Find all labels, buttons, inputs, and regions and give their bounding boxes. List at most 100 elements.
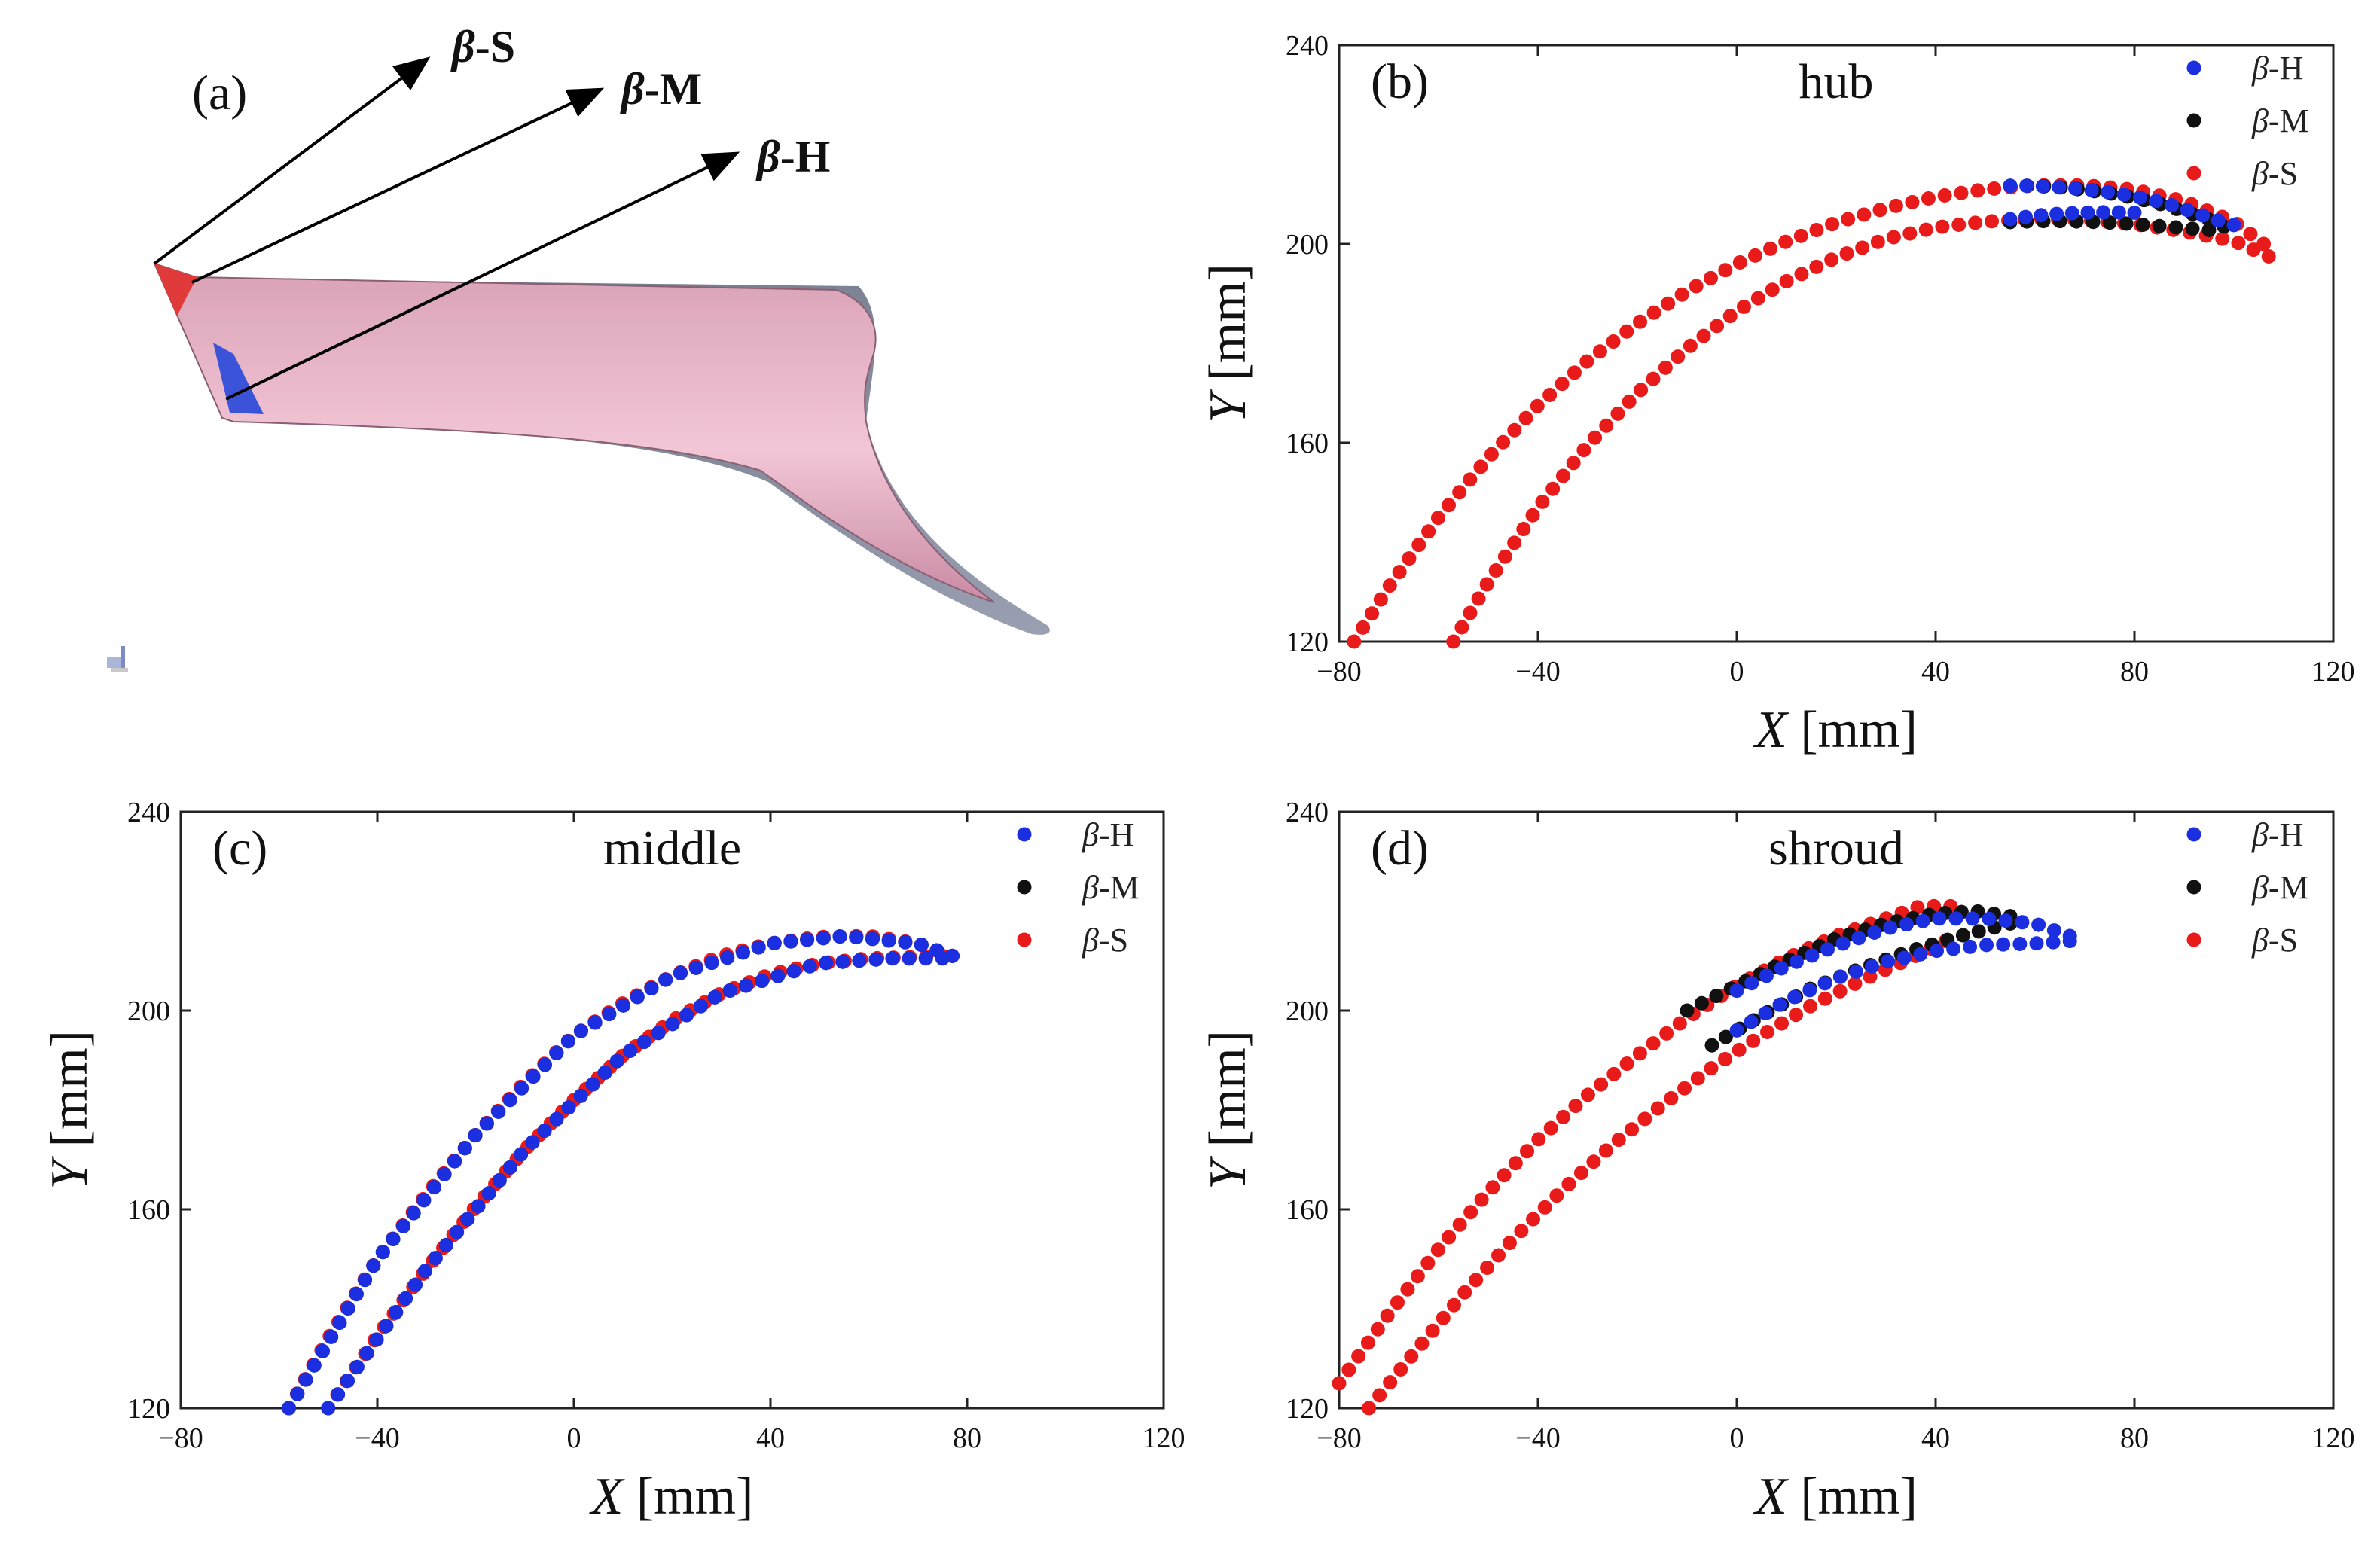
- data-point-h-suction: [491, 1104, 506, 1119]
- data-point-s-pressure: [1918, 222, 1933, 237]
- data-point-s-suction: [1841, 212, 1856, 227]
- x-tick-label: 0: [567, 1422, 581, 1454]
- data-point-h-pressure: [573, 1088, 588, 1103]
- data-point-s-suction: [1732, 255, 1747, 270]
- data-point-s-suction: [1332, 1376, 1347, 1391]
- data-point-s-pressure: [1750, 291, 1765, 306]
- data-point-h-pressure: [1881, 954, 1896, 969]
- data-point-s-suction: [1619, 324, 1634, 339]
- data-point-h-suction: [587, 1015, 603, 1030]
- data-point-h-pressure: [471, 1199, 486, 1214]
- y-tick-label: 160: [1286, 428, 1329, 459]
- data-point-h-suction: [282, 1401, 297, 1416]
- data-point-h-suction: [1982, 911, 1997, 926]
- data-point-s-suction: [1703, 270, 1718, 285]
- legend-marker-s: [2186, 932, 2202, 947]
- data-point-h-suction: [396, 1218, 411, 1233]
- data-point-s-suction: [1921, 191, 1936, 206]
- panel-title: shroud: [1768, 821, 1904, 876]
- data-point-s-suction: [1580, 1087, 1595, 1102]
- data-point-s-suction: [1410, 1269, 1425, 1284]
- data-point-h-pressure: [1817, 976, 1832, 991]
- plot-frame: [1338, 810, 2335, 1410]
- data-point-h-pressure: [2034, 208, 2049, 223]
- data-point-s-suction: [1592, 344, 1607, 359]
- y-tick-label: 240: [1286, 797, 1329, 828]
- plots: −80 −40 0 40 80 120 120 160 200 240 X [mm] Y [mm] (b…: [41, 30, 2355, 1526]
- legend-marker-m: [2186, 113, 2202, 128]
- data-point-s-suction: [1474, 1192, 1489, 1207]
- x-tick-label: 0: [1730, 1422, 1744, 1454]
- data-point-h-suction: [2035, 178, 2050, 194]
- data-point-s-pressure: [1664, 1091, 1679, 1106]
- data-point-s-pressure: [1610, 406, 1625, 421]
- data-point-s-pressure: [1759, 1025, 1774, 1040]
- data-point-s-pressure: [1497, 549, 1512, 564]
- svg-text:β-S: β-S: [450, 22, 515, 72]
- data-point-s-suction: [1485, 1180, 1500, 1195]
- data-point-h-pressure: [369, 1332, 384, 1347]
- legend-marker-s: [2186, 166, 2202, 181]
- data-point-s-suction: [1430, 511, 1445, 526]
- data-point-h-suction: [298, 1372, 313, 1387]
- data-point-s-pressure: [1383, 1375, 1398, 1390]
- data-point-s-pressure: [1404, 1349, 1419, 1364]
- data-point-h-pressure: [398, 1291, 413, 1306]
- data-point-h-pressure: [1758, 1006, 1773, 1021]
- data-point-h-pressure: [514, 1147, 529, 1162]
- data-point-s-pressure: [1832, 983, 1848, 999]
- data-point-s-pressure: [1886, 230, 1901, 245]
- data-point-s-pressure: [1637, 1111, 1652, 1127]
- data-point-s-pressure: [1710, 319, 1725, 334]
- data-point-s-suction: [1531, 1132, 1546, 1147]
- data-point-h-suction: [2052, 180, 2067, 195]
- x-tick-label: 0: [1730, 656, 1744, 688]
- data-point-s-pressure: [1704, 1061, 1719, 1076]
- arrow-beta-m: β-M: [191, 64, 702, 284]
- chart-panel-c: −80 −40 0 40 80 120 120 160 200 240 X [mm] Y [mm] (c…: [41, 797, 1185, 1526]
- data-point-h-suction: [1789, 954, 1804, 969]
- data-point-h-suction: [416, 1193, 432, 1208]
- data-point-h-pressure: [2029, 936, 2044, 951]
- data-point-s-pressure: [1549, 1188, 1564, 1203]
- data-point-s-suction: [1360, 1335, 1375, 1350]
- data-point-s-suction: [1689, 279, 1704, 294]
- data-point-h-pressure: [2064, 206, 2079, 221]
- y-tick-label: 120: [1286, 1393, 1329, 1425]
- data-point-s-pressure: [1576, 443, 1591, 458]
- data-point-h-suction: [386, 1232, 401, 1247]
- data-point-s-pressure: [1446, 634, 1461, 649]
- data-point-h-suction: [324, 1329, 339, 1344]
- legend: β-H β-M β-S: [2186, 50, 2309, 192]
- svg-text:β-H: β-H: [755, 132, 830, 181]
- data-point-h-suction: [1883, 920, 1898, 935]
- x-tick-label: 40: [1921, 1422, 1950, 1454]
- data-point-h-suction: [549, 1045, 564, 1060]
- data-point-s-suction: [1633, 314, 1648, 329]
- data-point-s-suction: [1543, 1120, 1558, 1136]
- data-point-s-pressure: [1598, 1143, 1613, 1158]
- panel-title: hub: [1799, 54, 1874, 109]
- data-point-h-pressure: [852, 953, 867, 968]
- data-point-s-pressure: [2215, 231, 2230, 246]
- data-point-h-pressure: [407, 1277, 423, 1292]
- x-tick-label: 120: [2312, 1422, 2355, 1454]
- x-tick-label: 40: [756, 1422, 785, 1454]
- data-point-h-suction: [2116, 187, 2131, 202]
- data-point-h-suction: [468, 1128, 483, 1143]
- data-point-s-pressure: [1599, 418, 1614, 433]
- data-point-s-suction: [1356, 620, 1371, 635]
- legend-label-m: β-M: [2251, 869, 2309, 906]
- data-point-h-suction: [673, 965, 688, 980]
- data-point-s-pressure: [1848, 976, 1863, 991]
- data-point-s-suction: [1496, 434, 1511, 450]
- data-point-h-pressure: [525, 1135, 540, 1150]
- data-point-s-pressure: [1555, 468, 1570, 483]
- data-point-h-pressure: [428, 1251, 443, 1266]
- data-point-s-suction: [1659, 1026, 1674, 1041]
- data-point-s-pressure: [1824, 252, 1839, 267]
- data-point-s-pressure: [1779, 273, 1794, 288]
- x-tick-label: 80: [953, 1422, 981, 1454]
- data-point-h-pressure: [549, 1111, 564, 1127]
- data-point-h-suction: [2019, 178, 2034, 194]
